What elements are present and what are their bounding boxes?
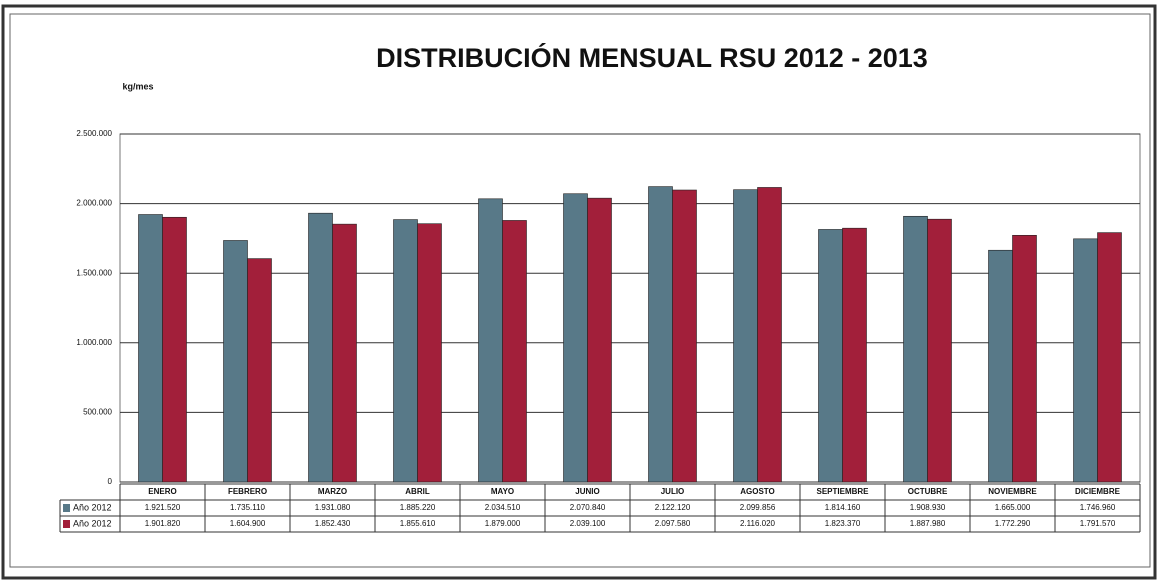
bar	[563, 193, 588, 483]
table-value: 1.852.430	[315, 519, 351, 528]
bar	[223, 240, 248, 483]
legend-label: Año 2012	[73, 518, 112, 528]
table-value: 1.879.000	[485, 519, 521, 528]
bar	[757, 187, 782, 483]
y-tick-label: 0	[108, 477, 113, 486]
x-tick-label: AGOSTO	[740, 487, 775, 496]
table-value: 1.855.610	[400, 519, 436, 528]
bar	[502, 220, 527, 483]
table-value: 2.034.510	[485, 503, 521, 512]
y-tick-label: 500.000	[83, 408, 112, 417]
table-value: 1.735.110	[230, 503, 266, 512]
x-tick-label: DICIEMBRE	[1075, 487, 1121, 496]
x-tick-label: SEPTIEMBRE	[816, 487, 869, 496]
table-value: 1.901.820	[145, 519, 181, 528]
plot-area	[119, 133, 1141, 483]
table-value: 1.665.000	[995, 503, 1031, 512]
x-tick-label: OCTUBRE	[908, 487, 948, 496]
x-tick-label: JUNIO	[575, 487, 599, 496]
table-value: 1.921.520	[145, 503, 181, 512]
table-value: 1.772.290	[995, 519, 1031, 528]
bar	[332, 223, 357, 483]
table-value: 1.908.930	[910, 503, 946, 512]
table-value: 1.885.220	[400, 503, 436, 512]
table-value: 2.116.020	[740, 519, 776, 528]
table-value: 1.931.080	[315, 503, 351, 512]
x-tick-label: ABRIL	[405, 487, 430, 496]
table-value: 2.122.120	[655, 503, 691, 512]
y-tick-label: 1.500.000	[76, 268, 112, 277]
bar	[927, 218, 952, 483]
bar	[1073, 238, 1098, 483]
legend-swatch	[63, 504, 70, 512]
y-tick-label: 2.500.000	[76, 129, 112, 138]
legend-swatch	[63, 520, 70, 528]
y-axis-label: kg/mes	[122, 81, 153, 91]
table-value: 1.604.900	[230, 519, 266, 528]
bar	[587, 197, 612, 483]
bar	[417, 223, 442, 483]
table-value: 1.823.370	[825, 519, 861, 528]
table-value: 2.070.840	[570, 503, 606, 512]
x-tick-label: NOVIEMBRE	[988, 487, 1037, 496]
x-tick-label: MAYO	[491, 487, 514, 496]
x-tick-label: JULIO	[661, 487, 685, 496]
bar	[478, 198, 503, 483]
table-value: 1.887.980	[910, 519, 946, 528]
bar	[733, 189, 758, 483]
bar	[247, 258, 272, 483]
bar	[818, 229, 843, 483]
bar	[672, 189, 697, 483]
bar	[648, 186, 673, 483]
table-value: 1.814.160	[825, 503, 861, 512]
y-tick-label: 1.000.000	[76, 338, 112, 347]
bar	[138, 214, 163, 483]
table-value: 1.791.570	[1080, 519, 1116, 528]
x-tick-label: MARZO	[318, 487, 347, 496]
table-value: 2.099.856	[740, 503, 776, 512]
legend-label: Año 2012	[73, 502, 112, 512]
bar	[308, 212, 333, 483]
bar	[1097, 232, 1122, 483]
x-tick-label: FEBRERO	[228, 487, 267, 496]
table-value: 2.097.580	[655, 519, 691, 528]
x-tick-label: ENERO	[148, 487, 176, 496]
chart-title: DISTRIBUCIÓN MENSUAL RSU 2012 - 2013	[376, 42, 928, 73]
y-tick-label: 2.000.000	[76, 199, 112, 208]
bar	[842, 227, 867, 483]
bar	[1012, 234, 1037, 483]
inner-frame	[9, 13, 1151, 568]
bar	[162, 216, 187, 483]
bar	[988, 249, 1013, 483]
bar	[393, 219, 418, 483]
bar	[903, 215, 928, 483]
table-value: 2.039.100	[570, 519, 606, 528]
table-value: 1.746.960	[1080, 503, 1116, 512]
